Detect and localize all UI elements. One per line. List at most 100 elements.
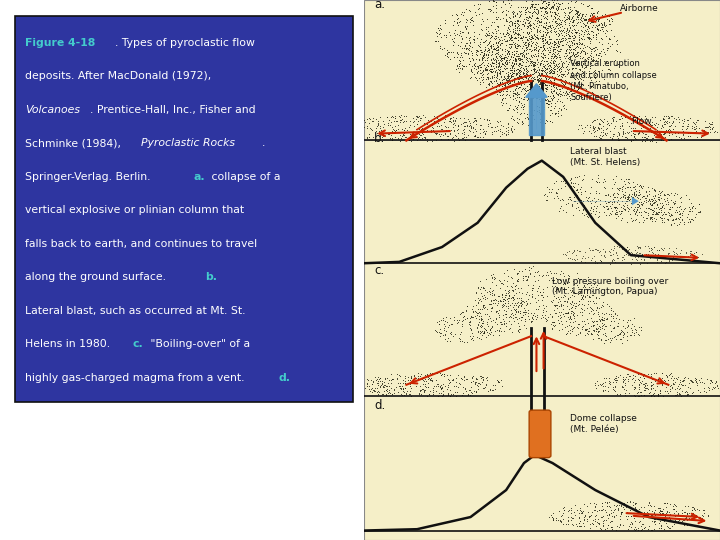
Point	[474, 0, 485, 8]
Point	[513, 66, 525, 75]
Point	[532, 41, 544, 50]
Point	[496, 289, 508, 298]
Point	[516, 87, 527, 96]
Point	[686, 124, 698, 132]
Point	[553, 0, 564, 8]
Point	[602, 524, 613, 532]
Point	[630, 499, 642, 508]
Point	[508, 76, 520, 84]
Point	[532, 93, 544, 102]
Point	[517, 308, 528, 316]
Point	[575, 18, 586, 26]
Point	[472, 66, 484, 75]
Point	[565, 505, 577, 514]
Point	[648, 509, 660, 517]
Point	[554, 516, 566, 524]
Point	[588, 252, 600, 261]
Point	[690, 118, 701, 126]
Point	[694, 128, 706, 137]
Point	[539, 40, 550, 49]
Point	[589, 22, 600, 31]
Point	[555, 308, 567, 317]
Point	[462, 44, 474, 53]
Point	[580, 15, 592, 23]
Point	[549, 28, 561, 36]
Point	[693, 506, 705, 515]
Point	[398, 111, 410, 120]
Point	[614, 210, 626, 218]
Point	[611, 374, 622, 382]
Point	[532, 63, 544, 71]
Point	[514, 50, 526, 58]
Point	[575, 22, 587, 30]
Point	[557, 80, 568, 89]
Point	[641, 194, 652, 202]
Point	[497, 38, 508, 47]
Point	[685, 206, 696, 215]
Point	[477, 17, 489, 25]
Point	[521, 3, 533, 12]
Point	[474, 373, 486, 382]
Point	[356, 380, 367, 389]
Point	[482, 373, 493, 381]
Point	[567, 58, 578, 67]
Point	[372, 387, 384, 395]
Point	[608, 57, 620, 65]
Point	[573, 38, 585, 47]
Point	[611, 321, 623, 330]
Point	[551, 27, 562, 36]
Point	[524, 269, 536, 278]
Point	[490, 8, 501, 16]
Point	[684, 509, 696, 517]
Point	[511, 277, 523, 286]
Point	[358, 132, 369, 141]
Point	[614, 371, 626, 380]
Point	[472, 320, 483, 329]
Point	[460, 5, 472, 14]
Point	[584, 302, 595, 311]
Point	[451, 30, 463, 38]
Point	[495, 53, 507, 62]
Point	[488, 33, 500, 42]
Point	[454, 316, 465, 325]
Point	[528, 89, 539, 98]
Point	[523, 85, 535, 93]
Point	[616, 209, 627, 218]
Point	[541, 292, 553, 300]
Point	[554, 75, 565, 83]
Point	[513, 61, 524, 70]
Point	[562, 51, 573, 59]
Point	[644, 136, 656, 145]
Point	[534, 96, 546, 105]
Point	[592, 377, 603, 386]
Point	[580, 15, 591, 24]
Point	[570, 51, 582, 60]
Point	[636, 526, 647, 535]
Point	[623, 321, 634, 329]
Point	[559, 279, 571, 288]
Point	[464, 323, 475, 332]
Point	[581, 72, 593, 81]
Point	[485, 62, 497, 71]
Point	[569, 511, 580, 519]
Point	[405, 374, 417, 382]
Point	[653, 508, 665, 516]
Point	[345, 120, 356, 129]
Point	[648, 392, 660, 400]
Point	[508, 50, 520, 59]
Point	[595, 52, 606, 60]
Point	[574, 320, 585, 328]
Point	[555, 301, 567, 309]
Point	[476, 71, 487, 79]
Point	[644, 120, 655, 129]
Point	[492, 86, 504, 95]
Point	[415, 382, 426, 390]
Point	[598, 22, 609, 31]
Point	[535, 71, 546, 79]
Point	[387, 375, 398, 383]
Point	[652, 199, 663, 208]
Point	[514, 325, 526, 334]
Point	[510, 86, 521, 94]
Point	[526, 89, 537, 97]
Point	[593, 25, 604, 33]
